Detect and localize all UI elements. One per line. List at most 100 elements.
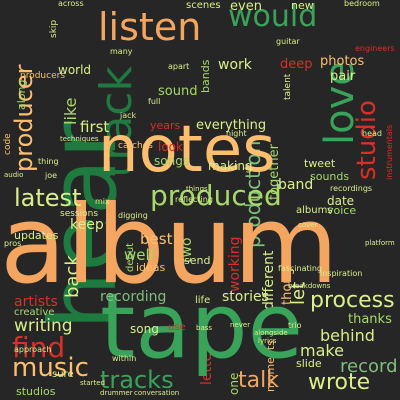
word-techniques: techniques xyxy=(60,135,99,143)
word-photos: photos xyxy=(320,54,365,69)
word-everything: everything xyxy=(196,118,267,133)
word-bedroom: bedroom xyxy=(344,0,380,8)
word-slide: slide xyxy=(296,357,322,370)
word-talent: talent xyxy=(283,73,293,100)
word-pros: pros xyxy=(4,239,22,248)
word-skip: skip xyxy=(49,19,59,38)
word-use: use xyxy=(168,322,186,333)
word-sessions: sessions xyxy=(80,346,81,350)
word-keep: keep xyxy=(70,217,104,233)
word-fascinating: fascinating xyxy=(278,264,322,273)
word-jack: jack xyxy=(120,111,137,120)
word-many: many xyxy=(110,47,133,56)
word-life: life xyxy=(195,295,211,306)
word-night: night xyxy=(226,129,247,138)
word-lyrics: lyrics xyxy=(258,337,277,345)
word-wrote: wrote xyxy=(308,370,371,395)
word-alongside: alongside xyxy=(254,329,288,337)
word-ideas: ideas xyxy=(136,261,166,274)
word-bass: bass xyxy=(196,324,213,332)
word-never: never xyxy=(230,321,251,329)
word-mix: mix xyxy=(95,197,110,206)
word-guitar: guitar xyxy=(276,37,300,46)
word-within: within xyxy=(112,354,137,363)
word-writing: writing xyxy=(14,316,73,336)
word-sound: sound xyxy=(158,84,198,99)
word-thanks: thanks xyxy=(348,312,392,327)
word-well: well xyxy=(124,246,154,264)
word-work: work xyxy=(218,57,252,73)
word-make: make xyxy=(300,341,344,360)
word-conversation: conversation xyxy=(134,389,180,397)
word-band: band xyxy=(278,177,314,193)
word-notes: notes xyxy=(98,113,276,187)
word-process: process xyxy=(310,288,395,313)
word-sounds: sounds xyxy=(310,170,350,183)
word-platform: platform xyxy=(365,239,395,247)
word-behind: behind xyxy=(320,326,375,345)
word-head: head xyxy=(362,129,382,138)
word-tweet: tweet xyxy=(304,157,336,170)
word-artists: artists xyxy=(14,294,58,310)
word-across: across xyxy=(58,0,84,8)
word-tape: tape xyxy=(100,274,303,379)
word-creative: creative xyxy=(14,307,55,318)
word-send: send xyxy=(184,254,211,267)
word-instrumentals: instrumentals xyxy=(385,124,394,180)
word-world: world xyxy=(58,63,92,77)
word-drummer: drummer xyxy=(100,389,133,397)
word-would: would xyxy=(228,0,318,34)
word-catches: catches xyxy=(118,141,153,151)
word-album: album xyxy=(0,183,339,308)
word-engineers: engineers xyxy=(355,44,395,53)
word-code: code xyxy=(3,133,13,155)
word-scenes: scenes xyxy=(186,0,221,11)
word-pair: pair xyxy=(330,69,356,84)
word-cover: cover xyxy=(298,221,318,229)
word-date: date xyxy=(327,194,355,208)
word-sessions-h: sessions xyxy=(60,209,99,219)
word-like: like xyxy=(61,97,80,125)
word-talk: talk xyxy=(238,368,279,393)
word-inspiration: inspiration xyxy=(320,269,363,278)
word-even: even xyxy=(230,0,262,14)
word-reflecting: reflecting xyxy=(175,195,213,204)
word-approach: approach xyxy=(14,345,52,354)
word-audio: audio xyxy=(4,171,24,179)
word-things: things xyxy=(186,185,208,193)
word-music: music xyxy=(12,353,89,383)
word-studio: studio xyxy=(352,100,382,180)
word-first: first xyxy=(80,118,110,136)
word-best: best xyxy=(140,230,173,248)
word-tracks: tracks xyxy=(100,366,174,394)
word-bands: bands xyxy=(199,59,212,93)
word-record: record xyxy=(340,356,398,377)
word-started: started xyxy=(80,379,106,387)
word-new: new xyxy=(291,0,314,12)
word-recordings: recordings xyxy=(330,184,373,193)
word-years: years xyxy=(150,119,181,132)
word-produced: produced xyxy=(150,179,282,212)
word-trio: trio xyxy=(288,321,302,330)
word-producers: producers xyxy=(20,71,66,81)
word-thing: thing xyxy=(38,157,59,166)
word-latest: latest xyxy=(14,184,82,212)
word-songs: songs xyxy=(154,154,190,168)
word-studios: studios xyxy=(16,385,56,398)
word-recording: recording xyxy=(100,289,167,305)
word-along: along xyxy=(15,79,28,110)
word-listen: listen xyxy=(98,5,202,49)
word-deep: deep xyxy=(280,57,313,72)
word-sure: sure xyxy=(52,369,74,380)
word-find: find xyxy=(12,331,66,364)
word-updates: updates xyxy=(14,229,59,242)
word-full: full xyxy=(148,97,161,106)
word-apart: apart xyxy=(168,62,190,71)
word-breakdowns: breakdowns xyxy=(288,282,331,290)
word-stories: stories xyxy=(222,289,269,305)
word-digging: digging xyxy=(118,211,148,220)
word-voice: voice xyxy=(327,204,357,217)
word-joe: joe xyxy=(45,171,58,180)
word-look: look xyxy=(158,140,183,154)
word-song: song xyxy=(130,322,159,336)
